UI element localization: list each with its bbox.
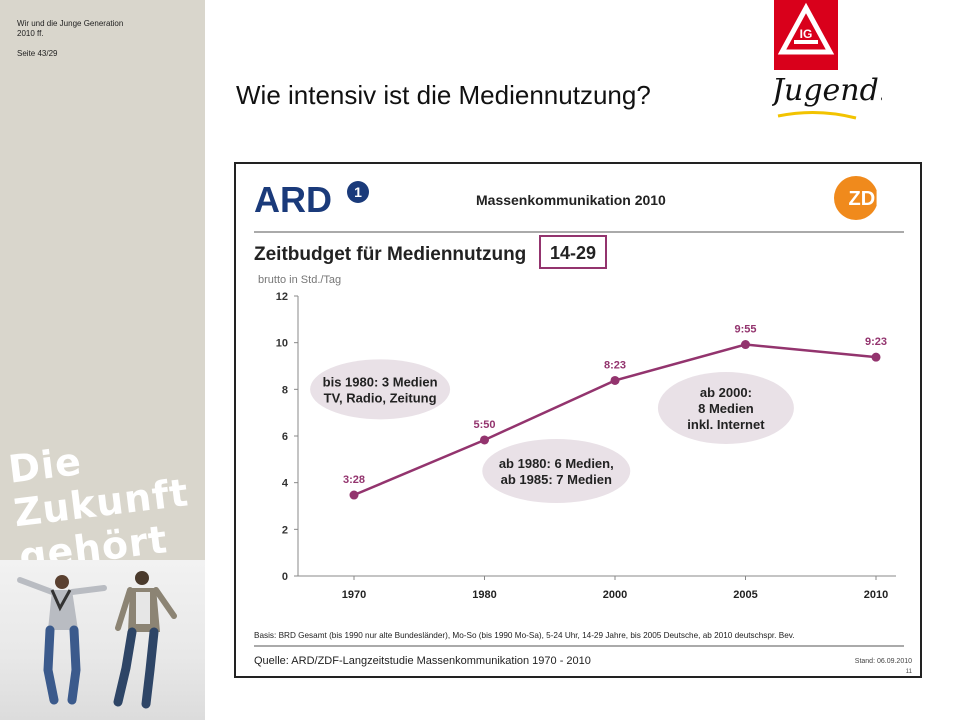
annotation-text: ab 1980: 6 Medien, [499, 456, 614, 471]
data-label: 9:23 [865, 336, 887, 348]
y-tick-label: 12 [276, 291, 288, 303]
y-tick-label: 0 [282, 571, 288, 583]
data-label: 9:55 [734, 324, 756, 336]
y-tick-label: 2 [282, 524, 288, 536]
data-point [610, 375, 620, 385]
page-indicator: Seite 43/29 [17, 49, 58, 58]
age-badge: 14-29 [550, 243, 596, 263]
basis-note: Basis: BRD Gesamt (bis 1990 nur alte Bun… [254, 631, 795, 640]
ard-one-mark: 1 [354, 184, 362, 200]
data-label: 8:23 [604, 359, 626, 371]
zdf-logo: ZDF [849, 188, 888, 210]
age-badge-box [539, 235, 607, 269]
media-usage-chart: ARD 1 Massenkommunikation 2010 ZDF Zeitb… [254, 176, 913, 675]
source-note: Quelle: ARD/ZDF-Langzeitstudie Massenkom… [254, 655, 591, 667]
data-label: 5:50 [473, 419, 495, 431]
annotation-text: bis 1980: 3 Medien [323, 374, 438, 389]
y-tick-label: 4 [282, 478, 289, 490]
data-point [480, 435, 489, 445]
logo-jugend-text: Jugend! [772, 73, 882, 108]
jumping-youth-photo [0, 560, 205, 720]
photo-illustration [17, 571, 177, 709]
axes-layer: 0 2 4 6 8 10 12 1970 1980 2000 2005 2010 [276, 291, 896, 601]
x-tick-label: 1970 [342, 589, 366, 601]
y-tick-label: 6 [282, 431, 288, 443]
presentation-meta: Wir und die Junge Generation 2010 ff. Se… [17, 19, 123, 59]
y-tick-label: 10 [276, 338, 288, 350]
annotation-text: inkl. Internet [687, 417, 765, 432]
x-tick-label: 2000 [603, 589, 627, 601]
chart-page-number: 11 [906, 669, 913, 675]
y-axis-label: brutto in Std./Tag [258, 274, 341, 286]
annotation-bubble [310, 359, 451, 420]
zdf-logo-circle [834, 176, 878, 220]
series-layer: 3:28 5:50 8:23 9:55 9:23 [343, 324, 887, 500]
sidebar: Wir und die Junge Generation 2010 ff. Se… [0, 0, 205, 720]
y-tick-label: 8 [282, 384, 288, 396]
x-tick-label: 2010 [864, 589, 888, 601]
igmetall-jugend-logo: IG Jugend! [766, 0, 891, 125]
data-point [349, 490, 359, 500]
data-label: 3:28 [343, 474, 365, 486]
chart-title: Zeitbudget für Mediennutzung [254, 244, 526, 265]
ard-logo: ARD [254, 179, 332, 220]
svg-text:IG: IG [800, 27, 813, 41]
x-tick-label: 1980 [472, 589, 496, 601]
annotation-bubble [482, 439, 631, 503]
page-title: Wie intensiv ist die Mediennutzung? [236, 80, 651, 110]
meta-title-line2: 2010 ff. [17, 29, 44, 38]
annotation-text: TV, Radio, Zeitung [324, 390, 437, 405]
study-title: Massenkommunikation 2010 [476, 192, 666, 208]
data-point [871, 352, 881, 362]
annotation-text: ab 1985: 7 Medien [501, 472, 612, 487]
x-tick-label: 2005 [733, 589, 757, 601]
stand-date: Stand: 06.09.2010 [855, 658, 912, 665]
ard-one-badge [347, 181, 369, 203]
annotation-text: ab 2000: [700, 385, 752, 400]
data-point [741, 340, 750, 350]
chart-frame: ARD 1 Massenkommunikation 2010 ZDF Zeitb… [234, 162, 922, 678]
annotation-text: 8 Medien [698, 401, 754, 416]
meta-title-line1: Wir und die Junge Generation [17, 19, 124, 28]
annotation-bubble [657, 372, 794, 444]
